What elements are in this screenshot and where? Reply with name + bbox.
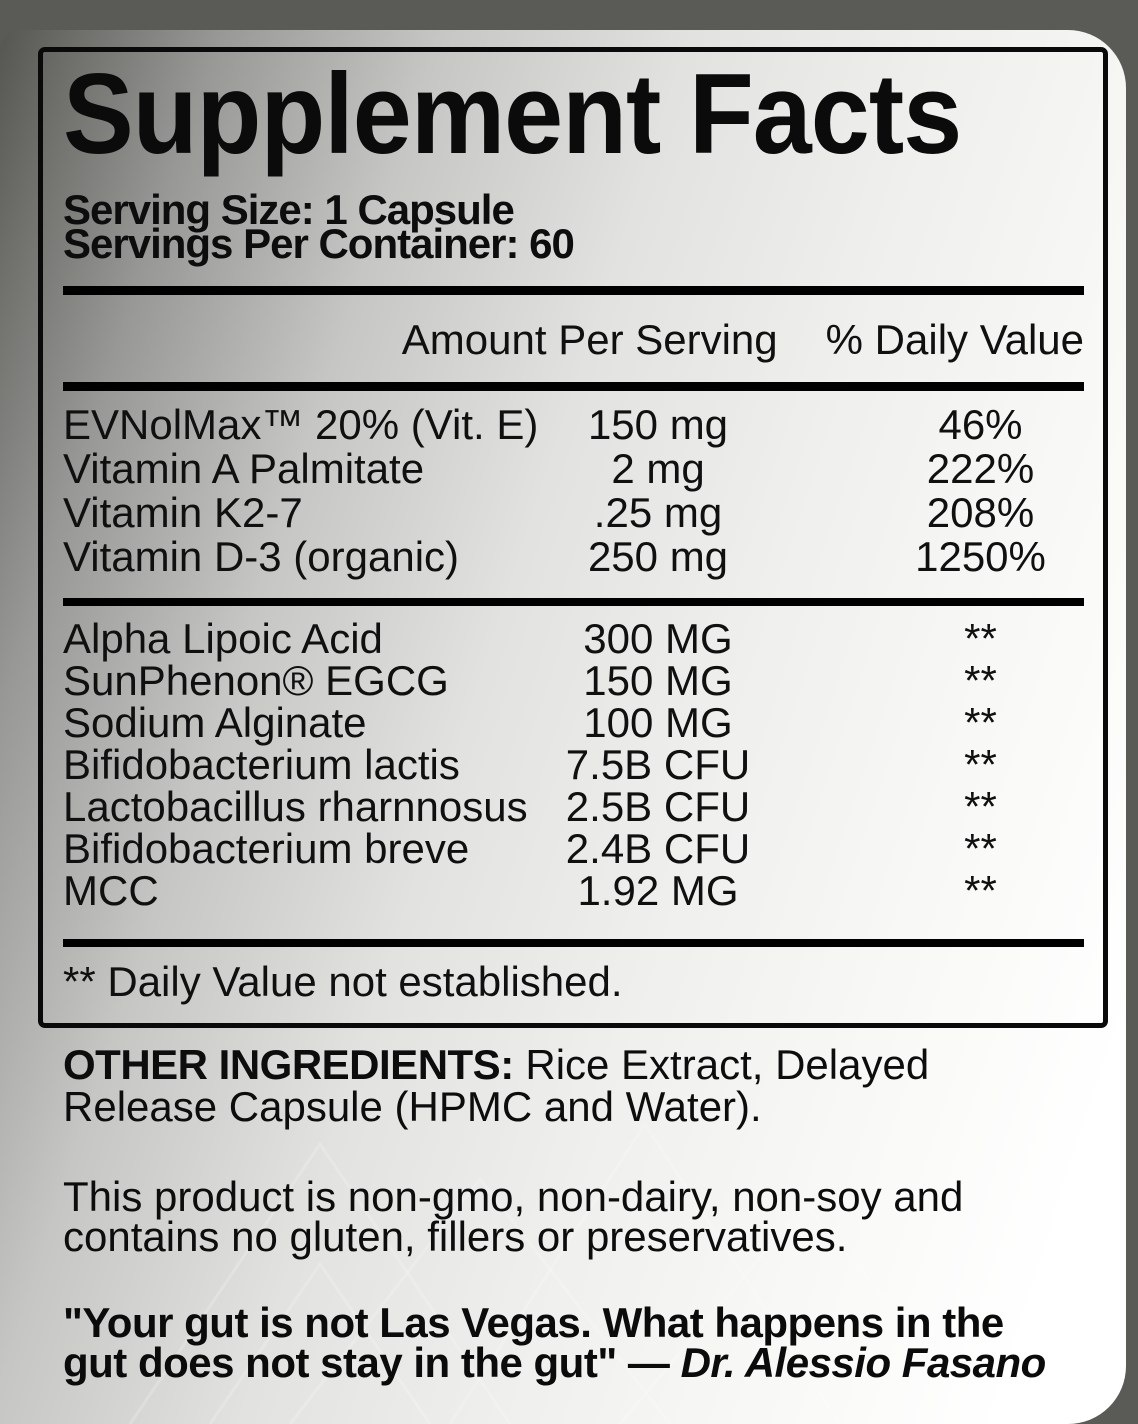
table-row: Vitamin A Palmitate 2 mg 222% [63,447,1084,491]
ingredient-amount: 2 mg [611,445,705,492]
table-row: Alpha Lipoic Acid 300 MG ** [63,618,1084,660]
ingredient-daily-value: ** [964,741,997,788]
quote: "Your gut is not Las Vegas. What happens… [63,1302,1068,1386]
ingredient-name: Vitamin K2-7 [63,489,303,536]
table-row: EVNolMax™ 20% (Vit. E) 150 mg 46% [63,403,1084,447]
ingredient-daily-value: ** [964,867,997,914]
table-row: Lactobacillus rharnnosus 2.5B CFU ** [63,786,1084,828]
ingredient-daily-value: 222% [926,445,1035,492]
ingredient-name: Vitamin D-3 (organic) [63,533,460,580]
amount-column-header: Amount Per Serving [401,316,778,363]
ingredient-name: MCC [63,867,159,914]
label-title: Supplement Facts [63,51,962,178]
ingredient-amount: 250 mg [587,533,729,580]
ingredient-name: Bifidobacterium lactis [63,741,460,788]
ingredient-daily-value: 1250% [915,533,1046,580]
daily-value-column-header: % Daily Value [825,316,1084,363]
table-row: Bifidobacterium lactis 7.5B CFU ** [63,744,1084,786]
ingredient-amount: .25 mg [593,489,723,536]
ingredient-name: EVNolMax™ 20% (Vit. E) [63,401,539,448]
table-row: MCC 1.92 MG ** [63,870,1084,912]
ingredient-daily-value: ** [964,615,997,662]
label-panel: Supplement Facts Serving Size: 1 Capsule… [0,30,1126,1424]
divider-rule-header [63,382,1084,391]
table-row: SunPhenon® EGCG 150 MG ** [63,660,1084,702]
table-row: Bifidobacterium breve 2.4B CFU ** [63,828,1084,870]
ingredient-amount: 2.5B CFU [565,783,751,830]
table-row: Vitamin K2-7 .25 mg 208% [63,491,1084,535]
ingredient-amount: 300 MG [583,615,733,662]
ingredient-name: Vitamin A Palmitate [63,445,425,492]
product-note: This product is non-gmo, non-dairy, non-… [63,1173,964,1260]
ingredient-daily-value: ** [964,657,997,704]
ingredient-amount: 1.92 MG [577,867,739,914]
ingredient-amount: 7.5B CFU [565,741,751,788]
ingredient-daily-value: 46% [938,401,1023,448]
table-row: Sodium Alginate 100 MG ** [63,702,1084,744]
ingredient-name: Sodium Alginate [63,699,367,746]
divider-rule-top [63,286,1084,295]
serving-size: Serving Size: 1 Capsule [63,186,515,233]
ingredient-name: Alpha Lipoic Acid [63,615,383,662]
other-ingredients-text: Rice Extract, Delayed Release Capsule (H… [63,1041,930,1130]
ingredient-daily-value: ** [964,783,997,830]
serving-info: Serving Size: 1 Capsule Servings Per Con… [63,186,575,267]
ingredient-amount: 150 mg [587,401,729,448]
table-header: Amount Per Serving % Daily Value [63,316,1084,363]
servings-per-container: Servings Per Container: 60 [63,220,575,267]
ingredient-name: Lactobacillus rharnnosus [63,783,528,830]
table-row: Vitamin D-3 (organic) 250 mg 1250% [63,535,1084,579]
ingredient-daily-value: 208% [926,489,1035,536]
other-ingredients: OTHER INGREDIENTS: Rice Extract, Delayed… [63,1044,968,1128]
divider-rule-bottom [63,939,1084,947]
quote-text: "Your gut is not Las Vegas. What happens… [63,1299,1004,1386]
supplement-facts-box: Supplement Facts Serving Size: 1 Capsule… [38,47,1108,1028]
divider-rule-middle [63,598,1084,606]
ingredient-name: Bifidobacterium breve [63,825,470,872]
actives-section: Alpha Lipoic Acid 300 MG ** SunPhenon® E… [63,618,1084,912]
ingredient-amount: 100 MG [583,699,733,746]
other-ingredients-label: OTHER INGREDIENTS: [63,1041,514,1088]
quote-author: Dr. Alessio Fasano [680,1339,1047,1386]
vitamins-section: EVNolMax™ 20% (Vit. E) 150 mg 46% Vitami… [63,403,1084,579]
ingredient-daily-value: ** [964,699,997,746]
ingredient-amount: 2.4B CFU [565,825,751,872]
ingredient-amount: 150 MG [583,657,733,704]
ingredient-daily-value: ** [964,825,997,872]
daily-value-footnote: ** Daily Value not established. [63,958,623,1005]
ingredient-name: SunPhenon® EGCG [63,657,449,704]
